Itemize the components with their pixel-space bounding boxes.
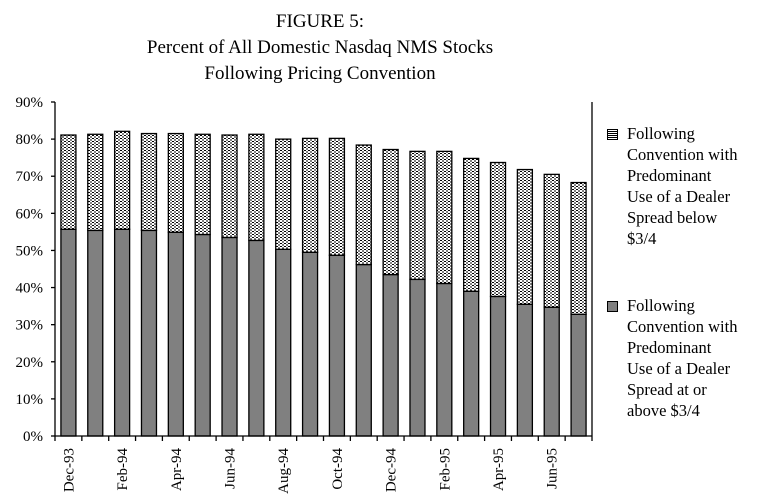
y-tick-label: 70% (16, 169, 44, 185)
y-tick-label: 30% (16, 318, 44, 334)
bar-segment-below (409, 150, 426, 281)
bar-segment-below (140, 132, 158, 232)
y-tick-label: 90% (16, 95, 44, 111)
bar-segment-below (543, 173, 560, 308)
bar-segment-at-or-above (194, 233, 211, 437)
bar-segment-below (516, 168, 534, 305)
bar-segment-at-or-above (409, 278, 426, 437)
bar-segment-below (328, 137, 346, 256)
bar-segment-at-or-above (221, 236, 238, 437)
legend-swatch-dotted (607, 129, 618, 140)
legend-text: Predominant (627, 166, 712, 185)
bar-segment-at-or-above (463, 290, 480, 437)
bar-segment-below (463, 157, 480, 292)
bar-segment-at-or-above (516, 303, 534, 437)
bar-segment-at-or-above (275, 248, 292, 437)
bar-segment-below (87, 133, 104, 232)
bar-segment-below (221, 134, 238, 239)
legend-text: $3/4 (627, 229, 657, 248)
legend-text: Convention with (627, 145, 738, 164)
bar-segment-below (436, 150, 453, 285)
x-tick-label: Apr-95 (491, 448, 507, 491)
bar-segment-below (275, 138, 292, 250)
bar-segment-below (167, 132, 184, 233)
legend-entry-below: Following Convention with Predominant Us… (627, 123, 758, 249)
y-tick-label: 40% (16, 281, 44, 297)
bar-segment-below (382, 148, 399, 276)
legend-swatch-solid (607, 301, 618, 312)
bar-segment-at-or-above (301, 251, 319, 437)
legend-text: Spread below (627, 208, 718, 227)
y-tick-label: 80% (16, 132, 44, 148)
bar-segment-below (194, 133, 211, 236)
legend-text: Spread at or (627, 380, 707, 399)
bar-segment-below (489, 161, 507, 298)
bar-segment-at-or-above (248, 239, 265, 437)
x-tick-label: Dec-93 (61, 448, 77, 492)
bar-segment-at-or-above (382, 273, 399, 437)
bar-segment-at-or-above (489, 295, 507, 437)
x-tick-label: Apr-94 (169, 448, 185, 492)
y-tick-label: 60% (16, 206, 44, 222)
bar-segment-at-or-above (355, 263, 372, 437)
legend-text: Following (627, 296, 695, 315)
x-tick-label: Jun-95 (545, 448, 561, 489)
bar-segment-at-or-above (60, 228, 77, 437)
chart-title-line-1: FIGURE 5: (275, 11, 365, 32)
y-tick-label: 0% (23, 429, 43, 445)
bar-segment-at-or-above (140, 229, 158, 437)
y-tick-label: 10% (16, 392, 44, 408)
x-tick-label: Dec-94 (384, 448, 400, 493)
bar-segment-below (60, 134, 77, 230)
bar-segment-at-or-above (436, 282, 453, 437)
bar-segment-below (248, 133, 265, 242)
x-tick-label: Feb-94 (115, 448, 131, 491)
legend-text: Following (627, 124, 695, 143)
bar-segment-at-or-above (328, 254, 346, 437)
bar-segment-below (113, 130, 131, 230)
x-tick-label: Oct-94 (330, 448, 346, 490)
bar-segment-at-or-above (570, 313, 587, 437)
bar-segment-at-or-above (167, 231, 184, 437)
legend-text: Use of a Dealer (627, 187, 731, 206)
chart-title-line-2: Percent of All Domestic Nasdaq NMS Stock… (146, 37, 494, 58)
bar-segment-at-or-above (87, 229, 104, 437)
bar-segment-at-or-above (113, 228, 131, 437)
legend-text: Convention with (627, 317, 738, 336)
legend-text: Use of a Dealer (627, 359, 731, 378)
x-tick-label: Feb-95 (437, 448, 453, 491)
chart-title-line-3: Following Pricing Convention (204, 63, 436, 84)
legend-text: above $3/4 (627, 401, 700, 420)
bar-segment-below (355, 144, 372, 266)
bar-segment-at-or-above (543, 306, 560, 437)
y-tick-label: 20% (16, 355, 44, 371)
x-tick-label: Jun-94 (223, 448, 239, 489)
legend-text: Predominant (627, 338, 712, 357)
bar-segment-below (301, 137, 319, 253)
x-tick-label: Aug-94 (276, 448, 292, 494)
legend-entry-above: Following Convention with Predominant Us… (627, 295, 758, 421)
bar-segment-below (570, 181, 587, 315)
y-tick-label: 50% (16, 243, 44, 259)
